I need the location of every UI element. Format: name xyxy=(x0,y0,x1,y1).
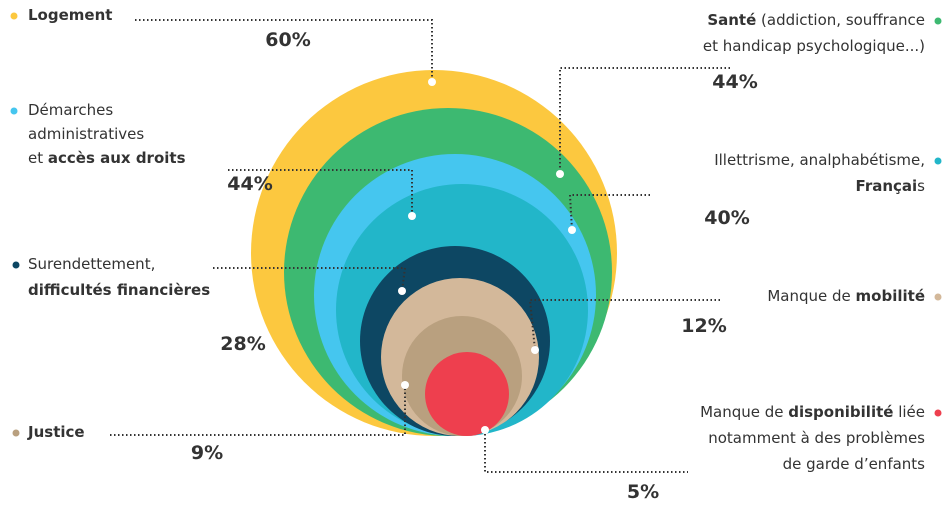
bullet xyxy=(934,17,942,25)
label-segment: difficultés financières xyxy=(28,281,210,299)
label-segment: Justice xyxy=(27,423,85,441)
bullet xyxy=(934,293,942,301)
label-segment: notamment à des problèmes xyxy=(708,429,925,447)
leader-line xyxy=(228,169,413,216)
label-line: notamment à des problèmes xyxy=(708,429,925,447)
label-segment: et xyxy=(28,149,48,167)
label-line: et accès aux droits xyxy=(28,149,186,167)
label-segment: Manque de xyxy=(767,287,855,305)
label-line: Justice xyxy=(27,423,85,441)
label-line: Manque de mobilité xyxy=(767,287,925,305)
label-segment: Manque de xyxy=(700,403,788,421)
value-label: 44% xyxy=(712,71,757,93)
bullet xyxy=(934,409,942,417)
label-segment: mobilité xyxy=(856,287,925,305)
anchor-dot xyxy=(531,346,539,354)
value-label: 28% xyxy=(220,333,265,355)
label-segment: Santé xyxy=(707,11,756,29)
leader-line xyxy=(213,267,407,292)
label-line: et handicap psychologique...) xyxy=(703,37,925,55)
bullet xyxy=(12,261,20,269)
label-segment: Démarches xyxy=(28,101,113,119)
label-segment: s xyxy=(917,177,925,195)
label-line: Manque de disponibilité liée xyxy=(700,403,925,421)
label-segment: liée xyxy=(893,403,925,421)
label-line: Illettrisme, analphabétisme, xyxy=(714,151,925,169)
value-label: 44% xyxy=(227,173,272,195)
anchor-dot xyxy=(428,78,436,86)
label-line: de garde d’enfants xyxy=(783,455,926,473)
leader-line xyxy=(135,19,433,82)
anchor-dot xyxy=(398,287,406,295)
label-segment: et handicap psychologique...) xyxy=(703,37,925,55)
label-segment: disponibilité xyxy=(788,403,893,421)
anchor-dot xyxy=(408,212,416,220)
label-line: Démarches xyxy=(28,101,113,119)
leader-line xyxy=(110,385,406,436)
leader-line xyxy=(484,430,688,473)
label-segment: Illettrisme, analphabétisme, xyxy=(714,151,925,169)
label-line: Santé (addiction, souffrance xyxy=(707,11,925,29)
leader-line xyxy=(559,67,730,174)
label-line: Surendettement, xyxy=(28,255,155,273)
label-line: Français xyxy=(856,177,926,195)
bullet xyxy=(934,157,942,165)
bullet xyxy=(10,12,18,20)
label-line: administratives xyxy=(28,125,144,143)
value-label: 40% xyxy=(704,207,749,229)
anchor-dot xyxy=(556,170,564,178)
bullet xyxy=(12,429,20,437)
label-segment: Logement xyxy=(28,6,112,24)
label-segment: administratives xyxy=(28,125,144,143)
anchor-dot xyxy=(568,226,576,234)
value-label: 5% xyxy=(627,481,659,503)
anchor-dot xyxy=(481,426,489,434)
label-segment: accès aux droits xyxy=(48,149,186,167)
circle xyxy=(425,352,509,436)
label-line: Logement xyxy=(28,6,112,24)
label-line: difficultés financières xyxy=(28,281,210,299)
label-segment: Surendettement, xyxy=(28,255,155,273)
leader-line xyxy=(568,194,650,231)
bullet xyxy=(10,107,18,115)
label-segment: (addiction, souffrance xyxy=(756,11,925,29)
label-segment: Françai xyxy=(856,177,918,195)
anchor-dot xyxy=(401,381,409,389)
value-label: 60% xyxy=(265,29,310,51)
label-segment: de garde d’enfants xyxy=(783,455,926,473)
value-label: 9% xyxy=(191,442,223,464)
value-label: 12% xyxy=(681,315,726,337)
